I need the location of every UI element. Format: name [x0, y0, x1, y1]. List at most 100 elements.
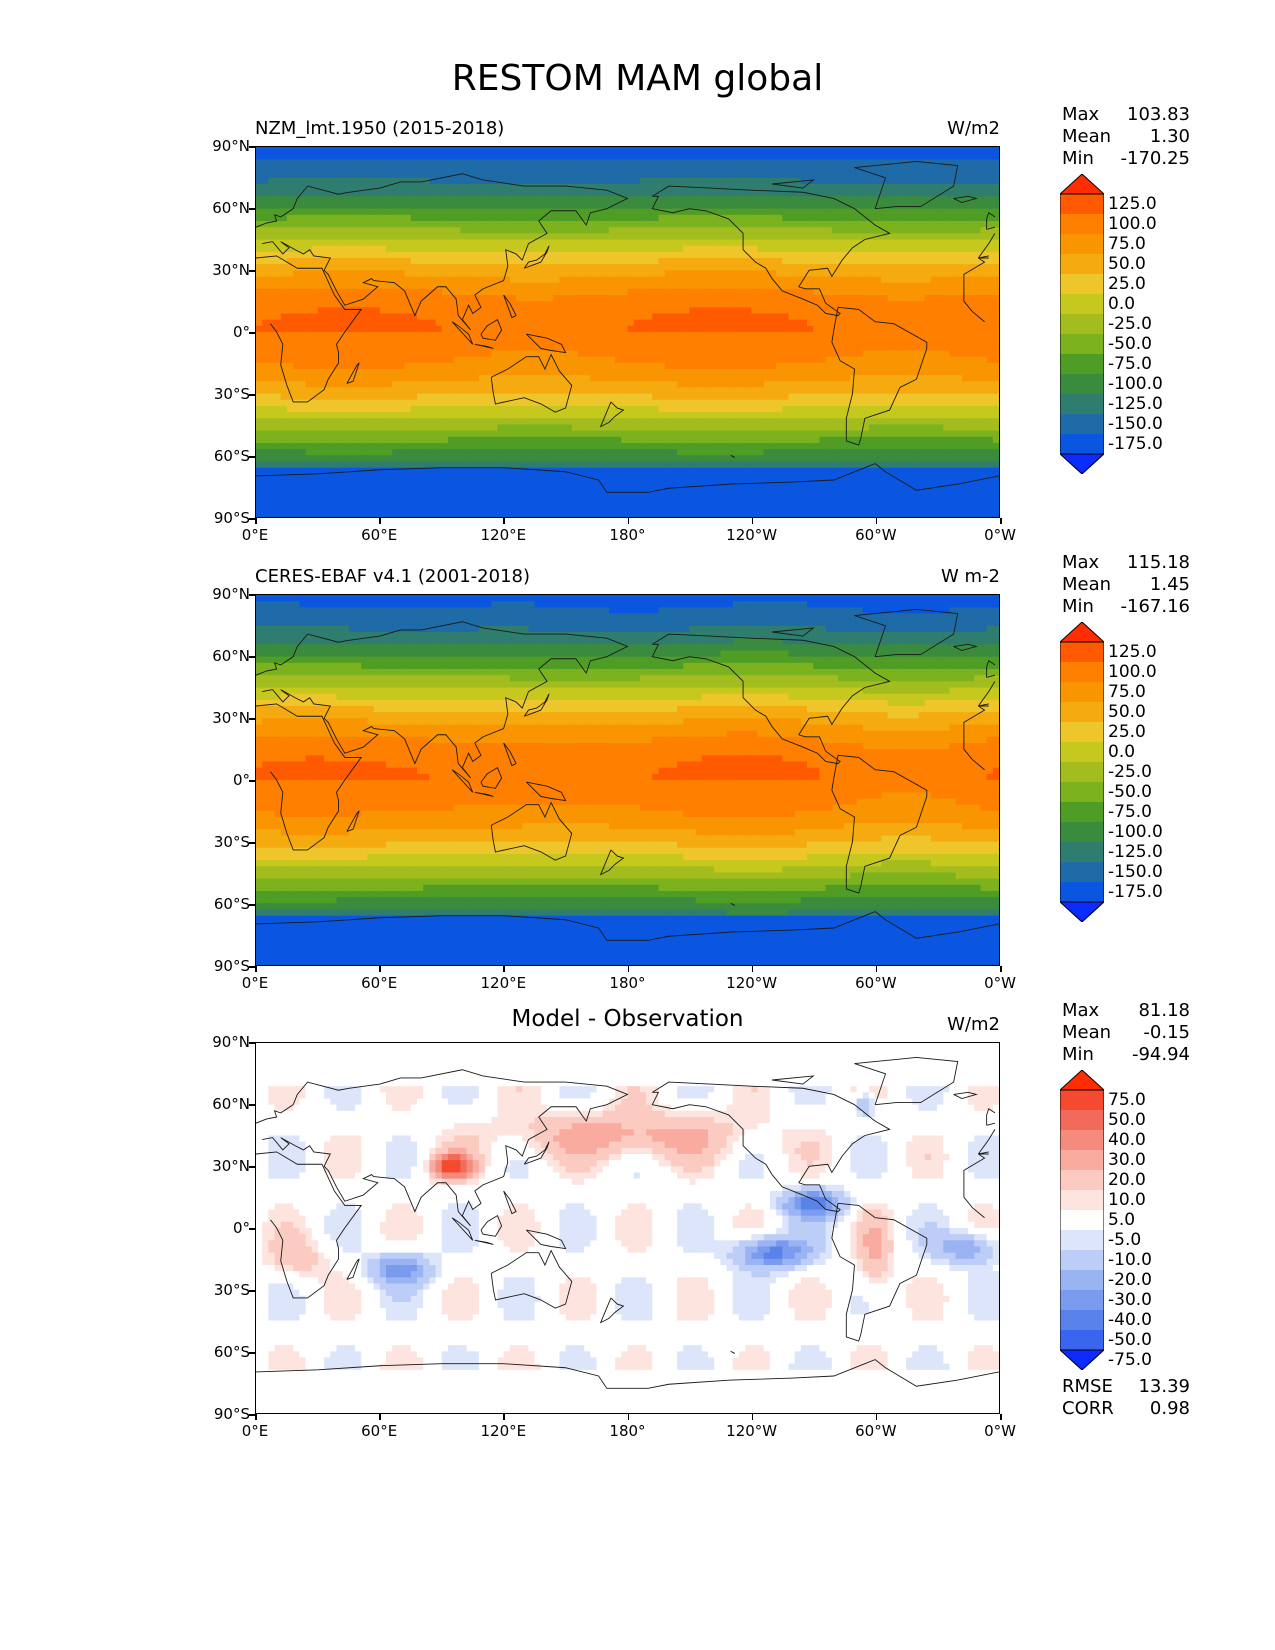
- field-cell: [336, 258, 344, 265]
- field-cell: [305, 362, 313, 370]
- field-cell: [677, 350, 684, 358]
- field-cell: [986, 153, 994, 160]
- field-cell: [528, 177, 536, 185]
- field-cell: [485, 270, 492, 277]
- field-cell: [528, 233, 536, 240]
- field-cell: [992, 369, 999, 376]
- field-cell: [992, 295, 999, 302]
- field-cell: [280, 214, 288, 222]
- field-cell: [571, 393, 579, 401]
- field-cell: [305, 393, 313, 401]
- field-cell: [503, 344, 511, 351]
- field-cell: [547, 288, 554, 296]
- field-cell: [317, 381, 325, 388]
- field-cell: [813, 344, 820, 351]
- field-cell: [540, 147, 548, 154]
- field-cell: [714, 233, 721, 240]
- field-cell: [268, 350, 276, 358]
- field-cell: [627, 190, 635, 197]
- field-cell: [615, 282, 622, 290]
- field-cell: [924, 338, 932, 345]
- field-cell: [875, 288, 882, 296]
- field-cell: [664, 375, 672, 382]
- field-cell: [608, 190, 616, 197]
- field-cell: [893, 221, 901, 228]
- field-cell: [751, 214, 759, 222]
- field-cell: [807, 362, 814, 370]
- field-cell: [423, 344, 430, 351]
- field-cell: [968, 190, 975, 197]
- field-cell: [497, 282, 505, 290]
- field-cell: [937, 227, 944, 234]
- field-cell: [850, 325, 858, 333]
- field-cell: [404, 350, 412, 358]
- field-cell: [355, 177, 362, 185]
- field-cell: [732, 338, 740, 345]
- field-cell: [608, 251, 616, 259]
- field-cell: [782, 270, 789, 277]
- field-cell: [695, 165, 703, 173]
- field-cell: [782, 184, 789, 191]
- field-cell: [330, 233, 337, 240]
- field-cell: [757, 276, 765, 284]
- field-cell: [367, 153, 375, 160]
- field-cell: [466, 147, 474, 154]
- field-cell: [355, 375, 362, 382]
- field-cell: [769, 184, 777, 191]
- field-cell: [807, 147, 814, 154]
- field-cell: [986, 356, 994, 364]
- field-cell: [992, 375, 999, 382]
- field-cell: [435, 325, 443, 333]
- field-cell: [862, 270, 870, 277]
- field-cell: [819, 251, 827, 259]
- field-cell: [447, 387, 455, 395]
- field-cell: [429, 350, 437, 358]
- field-cell: [807, 282, 814, 290]
- field-cell: [324, 147, 331, 154]
- field-cell: [763, 325, 771, 333]
- field-cell: [268, 258, 276, 265]
- field-cell: [262, 190, 269, 197]
- field-cell: [726, 214, 734, 222]
- field-cell: [516, 282, 523, 290]
- field-cell: [602, 177, 610, 185]
- field-cell: [416, 239, 424, 247]
- field-cell: [577, 276, 585, 284]
- field-cell: [367, 171, 375, 179]
- field-cell: [751, 344, 759, 351]
- field-cell: [584, 270, 591, 277]
- field-cell: [559, 276, 567, 284]
- field-cell: [466, 245, 474, 253]
- field-cell: [726, 147, 734, 154]
- field-cell: [373, 270, 381, 277]
- field-cell: [466, 239, 474, 247]
- field-cell: [980, 375, 988, 382]
- field-cell: [819, 319, 827, 327]
- field-cell: [980, 344, 988, 351]
- field-cell: [831, 356, 839, 364]
- field-cell: [299, 221, 307, 228]
- field-cell: [639, 350, 647, 358]
- field-cell: [868, 208, 876, 216]
- field-cell: [912, 381, 920, 388]
- field-cell: [305, 307, 313, 314]
- field-cell: [986, 147, 994, 154]
- field-cell: [776, 153, 783, 160]
- field-cell: [478, 190, 486, 197]
- field-cell: [367, 295, 375, 302]
- field-cell: [330, 165, 337, 173]
- field-cell: [825, 350, 833, 358]
- field-cell: [986, 165, 994, 173]
- field-cell: [881, 332, 889, 339]
- field-cell: [912, 282, 920, 290]
- field-cell: [899, 301, 907, 308]
- field-cell: [868, 325, 876, 333]
- field-cell: [466, 233, 474, 240]
- field-cell: [268, 184, 276, 191]
- field-cell: [788, 233, 796, 240]
- field-cell: [503, 369, 511, 376]
- field-cell: [850, 350, 858, 358]
- field-cell: [683, 202, 690, 210]
- field-cell: [534, 196, 542, 203]
- field-cell: [782, 258, 789, 265]
